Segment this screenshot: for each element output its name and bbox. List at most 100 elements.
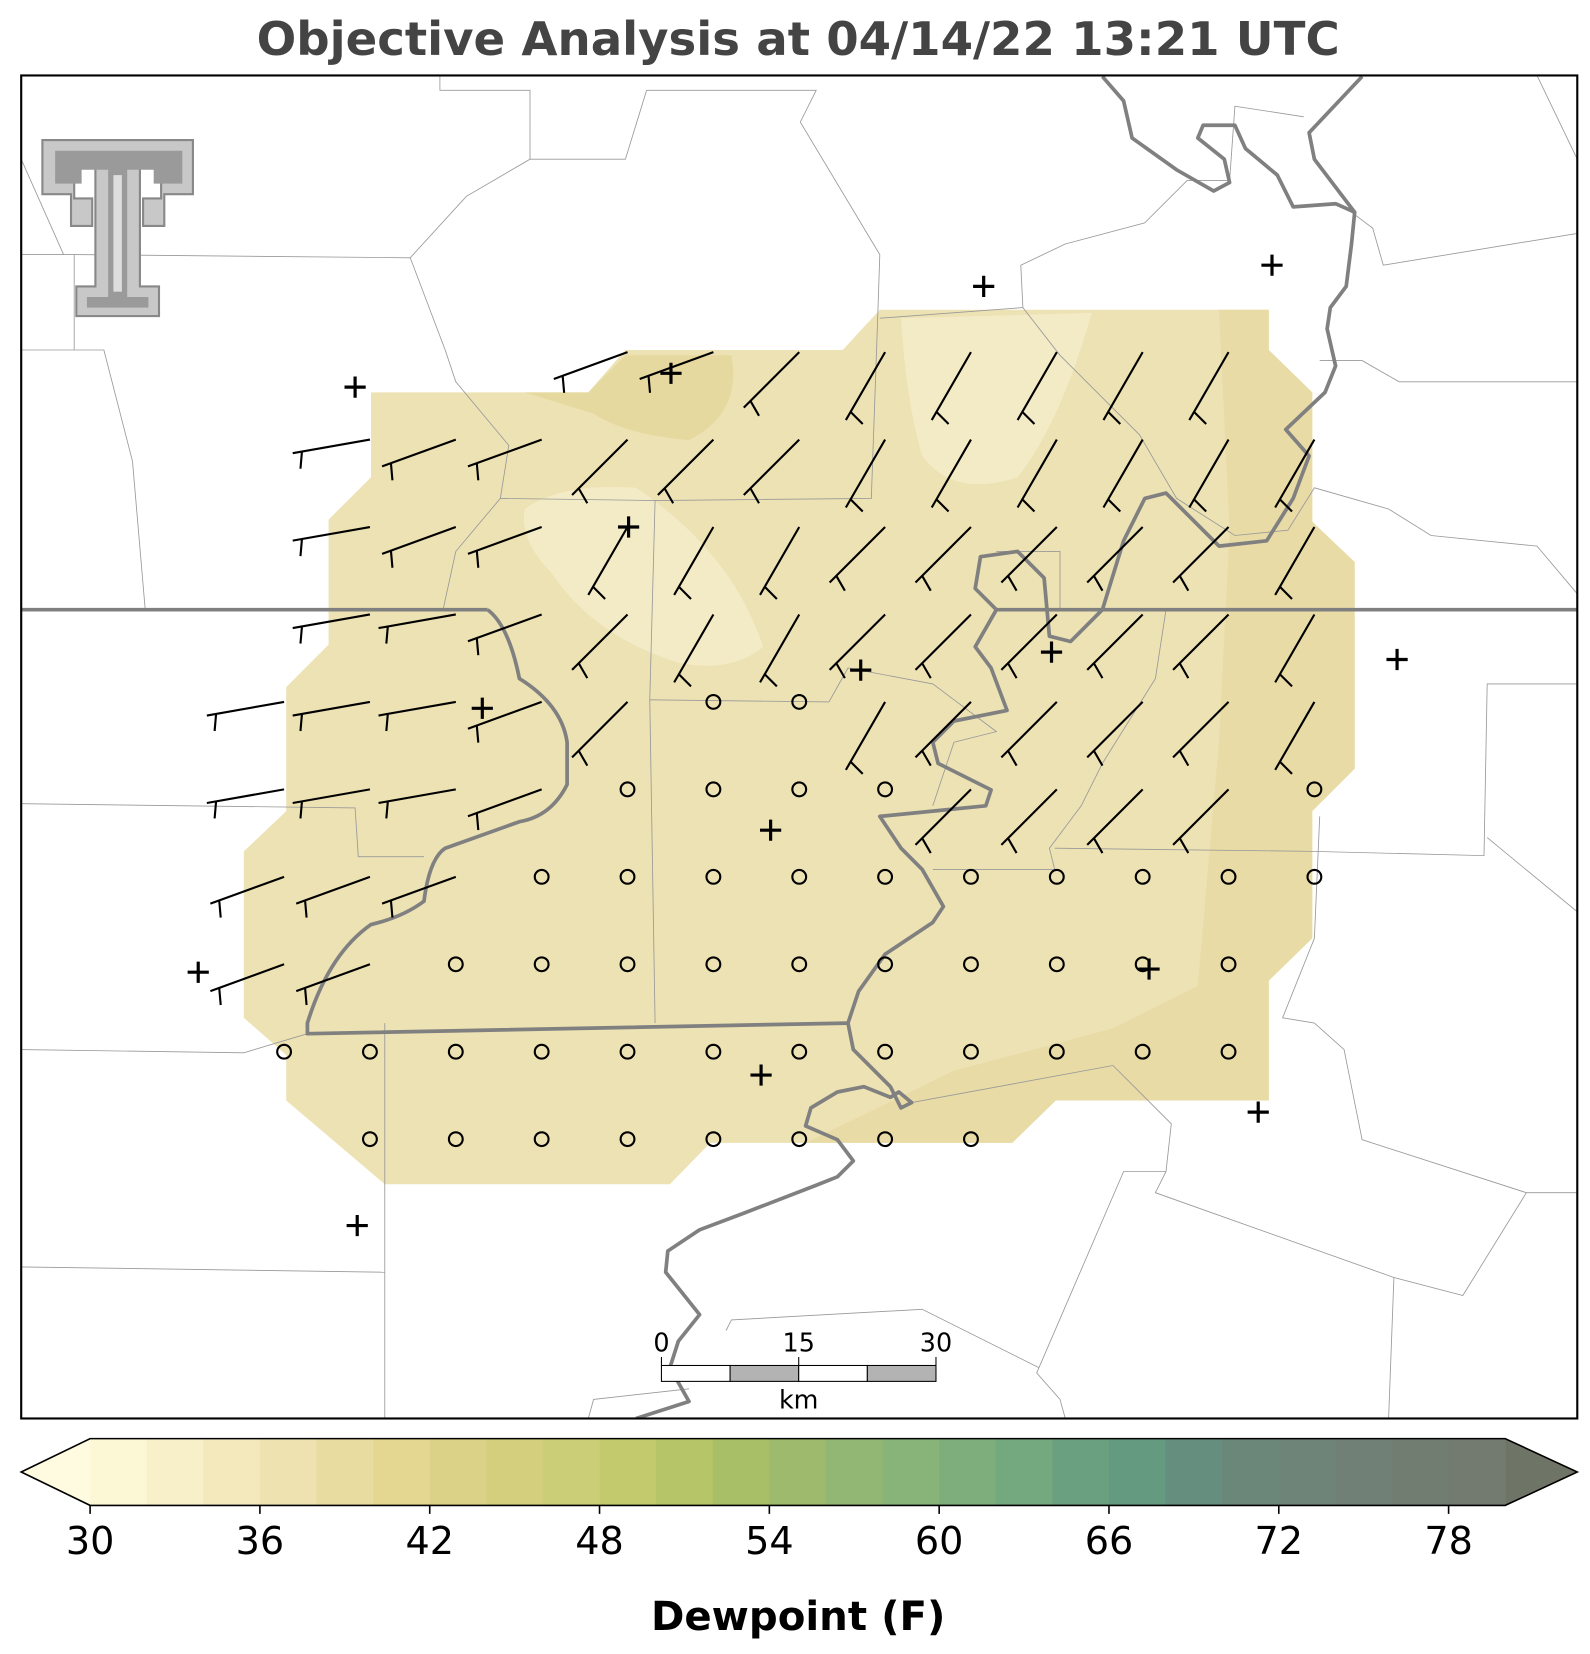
calm-station (361, 1131, 378, 1148)
colorbar-tick-label: 78 (1424, 1519, 1473, 1563)
wind-barb (467, 613, 543, 656)
wind-barb (1086, 788, 1144, 854)
colorbar-band (1391, 1438, 1450, 1506)
wind-barb (467, 526, 543, 568)
wind-barb (292, 700, 371, 732)
station-plus (471, 697, 493, 719)
wind-barb (206, 788, 285, 819)
wind-barb (1274, 701, 1316, 775)
wind-barb (828, 613, 886, 679)
calm-station (791, 956, 808, 973)
scale-segment (660, 1364, 731, 1382)
wind-barb (206, 700, 285, 732)
colorbar-band (599, 1438, 657, 1506)
county-lines (21, 75, 1578, 1419)
wind-barb (639, 351, 714, 393)
colorbar-band (203, 1438, 261, 1506)
scale-tick-label: 0 (653, 1327, 669, 1357)
calm-station (705, 1043, 722, 1060)
calm-station (1134, 1043, 1151, 1060)
wind-barb (587, 526, 629, 600)
calm-station (791, 1131, 808, 1148)
dewpoint-field (243, 309, 1355, 1185)
calm-station (1306, 868, 1323, 885)
calm-station (963, 868, 979, 885)
wind-barb (1102, 351, 1144, 425)
station-plus (344, 376, 366, 398)
wind-barb (467, 788, 543, 831)
map: 0 15 30 km (21, 75, 1578, 1419)
colorbar-tick-label: 42 (405, 1519, 454, 1563)
calm-station (619, 1131, 636, 1148)
calm-station (877, 781, 894, 798)
calm-station (276, 1043, 293, 1060)
title: Objective Analysis at 04/14/22 13:21 UTC (257, 12, 1340, 66)
wind-barb (743, 351, 800, 417)
wind-barb (1274, 439, 1316, 513)
calm-station (1220, 956, 1237, 973)
wind-barb (657, 438, 715, 504)
station-plus (1138, 958, 1160, 980)
station-plus (1386, 648, 1408, 671)
scale-tick-label: 30 (920, 1327, 952, 1357)
wind-barb (930, 351, 972, 425)
calm-station (533, 868, 550, 885)
calm-station (1220, 868, 1237, 885)
wind-barb (292, 788, 371, 819)
colorbar-band (939, 1438, 997, 1506)
wind-barb (759, 526, 801, 600)
colorbar-tick-label: 36 (236, 1519, 285, 1563)
colorbar-band (995, 1438, 1053, 1506)
wind-barb (378, 613, 456, 644)
calm-station (1134, 868, 1151, 885)
colorbar-band (146, 1438, 204, 1506)
colorbar-band (1108, 1438, 1167, 1506)
map-frame (20, 74, 1579, 1420)
calm-station (619, 956, 636, 973)
calm-station (791, 693, 808, 710)
wind-barb (1000, 788, 1058, 854)
calm-station (877, 956, 894, 973)
station-plus (187, 961, 209, 983)
station-plus (617, 516, 640, 538)
colorbar-band (1052, 1438, 1110, 1506)
wind-barb (1000, 613, 1058, 679)
colorbar-band (1165, 1438, 1223, 1506)
wind-barb (292, 613, 371, 644)
wind-barb (844, 351, 887, 425)
station-plus (750, 1064, 772, 1086)
calm-station (1048, 1043, 1065, 1060)
colorbar-band (316, 1438, 374, 1506)
wind-barb (1000, 701, 1058, 767)
wind-barb (467, 438, 543, 481)
station-plus (1247, 1101, 1269, 1123)
calm-station (705, 693, 722, 710)
calm-station (533, 1131, 550, 1148)
station-plus (850, 659, 872, 681)
wind-barb (844, 439, 887, 513)
colorbar-band (486, 1438, 544, 1506)
calm-station (619, 1043, 636, 1060)
wind-barb (1188, 439, 1230, 513)
colorbar-band (882, 1438, 940, 1506)
scale-unit: km (779, 1385, 819, 1415)
wind-barb (1086, 701, 1144, 767)
station-plus (1040, 641, 1063, 663)
calm-station (1048, 868, 1065, 885)
wind-barb (1016, 439, 1058, 513)
scale-tick-label: 15 (783, 1327, 815, 1357)
station-plus (346, 1214, 368, 1237)
state-lines (21, 75, 1578, 1419)
colorbar-band (429, 1438, 487, 1506)
colorbar-band (1278, 1438, 1336, 1506)
colorbar-band (542, 1438, 601, 1506)
wind-barb (914, 788, 972, 854)
wind-barb (759, 613, 801, 688)
calm-station (361, 1043, 378, 1060)
wind-barb (295, 963, 371, 1006)
colorbar-tick-label: 72 (1255, 1519, 1304, 1563)
wind-barb (1086, 526, 1144, 592)
wind-barb (571, 701, 629, 767)
colorbar-label: Dewpoint (F) (651, 1594, 945, 1640)
